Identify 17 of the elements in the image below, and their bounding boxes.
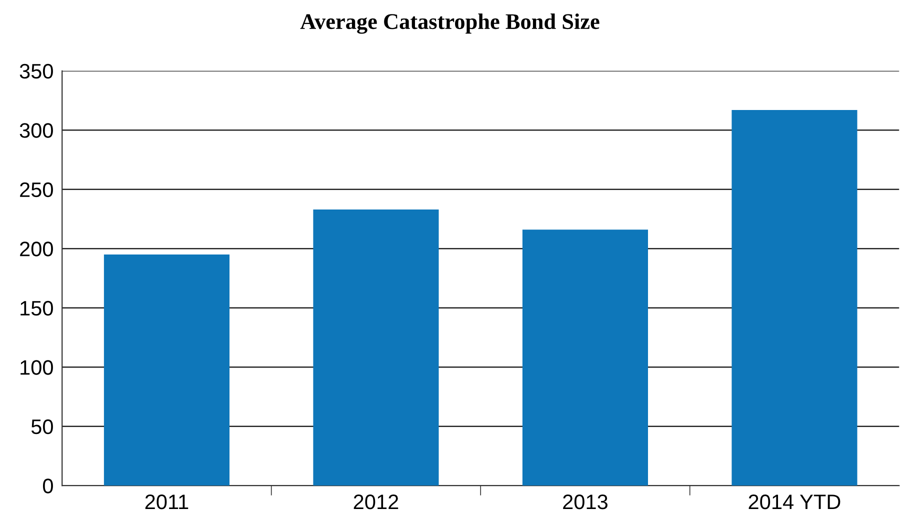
bar bbox=[522, 230, 648, 486]
y-tick-label: 0 bbox=[42, 478, 53, 494]
bar bbox=[104, 254, 230, 486]
bar bbox=[732, 110, 858, 486]
x-tick-label: 2013 bbox=[563, 494, 608, 510]
x-tick-label: 2012 bbox=[354, 494, 398, 510]
y-tick-label: 200 bbox=[20, 242, 53, 256]
chart-title: Average Catastrophe Bond Size bbox=[300, 13, 600, 34]
y-tick-label: 100 bbox=[20, 360, 53, 375]
y-tick-label: 350 bbox=[20, 64, 53, 79]
y-tick-label: 250 bbox=[20, 182, 53, 198]
y-tick-label: 50 bbox=[31, 419, 53, 434]
y-tick-label: 300 bbox=[20, 123, 53, 138]
y-tick-label: 150 bbox=[20, 300, 53, 316]
bar bbox=[313, 210, 439, 486]
x-tick-label: 2011 bbox=[145, 494, 188, 510]
x-tick-label: 2014 YTD bbox=[748, 494, 840, 510]
